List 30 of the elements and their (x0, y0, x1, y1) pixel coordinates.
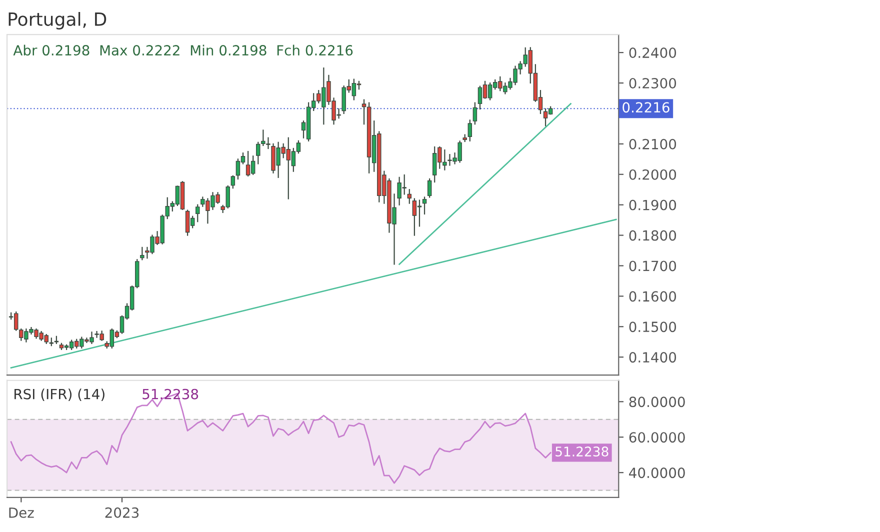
ref-line-label: 0.2216 (622, 102, 670, 113)
candlestick (472, 102, 478, 125)
y-tick-label: 0.2000 (629, 169, 676, 180)
candlestick (256, 142, 260, 164)
y-tick-label: 0.2100 (629, 138, 676, 150)
y-tick-label: 0.1700 (629, 260, 676, 272)
y-tick-label: 40.0000 (629, 468, 685, 478)
candlestick (427, 178, 432, 198)
candlestick (422, 196, 427, 215)
text: RSI (IFR) (14) (14, 388, 104, 401)
y-tick-label: 0.1900 (629, 200, 676, 210)
x-tick-label: 2023 (105, 507, 139, 518)
data-label: 51.2238 (556, 446, 608, 457)
annotation: Abr 0.2198 Max 0.2222 Min 0.2198 Fch 0.2216 (13, 44, 353, 56)
annotation: 51.2238 (142, 388, 198, 400)
candlestick (196, 204, 200, 222)
y-tick-label: 0.1400 (629, 352, 676, 363)
y-tick-label: 0.1500 (629, 322, 676, 332)
y-tick-label: 0.2300 (629, 78, 676, 88)
chart-title: Portugal, D (8, 12, 106, 30)
candlestick (140, 246, 144, 260)
y-tick-label: 60.0000 (629, 432, 685, 443)
candlestick (230, 175, 236, 189)
x-tick-label: Dez (9, 508, 34, 518)
candlestick (407, 189, 412, 204)
y-tick-label: 0.2400 (629, 48, 676, 58)
y-tick-label: 80.0000 (629, 396, 685, 408)
y-tick-label: 0.1800 (629, 230, 676, 241)
y-tick-label: 0.1600 (629, 291, 676, 302)
candlestick (468, 120, 472, 142)
